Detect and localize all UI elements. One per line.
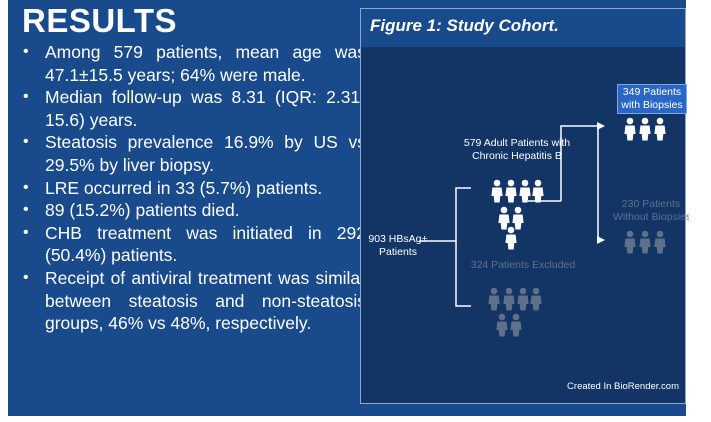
biopsy-patients-label: 349 Patients with Biopsies: [617, 86, 687, 112]
arrow-to-no-biopsies: [597, 236, 605, 244]
bullet-item: LRE occurred in 33 (5.7%) patients.: [12, 177, 366, 200]
figure-title: Figure 1: Study Cohort.: [370, 16, 559, 35]
branch-to-excluded-line: [455, 241, 471, 307]
results-title: RESULTS: [22, 2, 178, 39]
biopsy-patients-caption: with Biopsies: [621, 99, 683, 111]
flow-arrowheads: [597, 122, 605, 244]
cohort-flow-diagram: [419, 117, 666, 337]
bullet-item: Among 579 patients, mean age was 47.1±15…: [12, 41, 366, 86]
study-cohort-figure: Figure 1: Study Cohort.: [360, 8, 689, 404]
adult-patients-count: 579 Adult Patients with: [463, 137, 571, 149]
branch-to-adult-line: [419, 187, 471, 242]
flow-lines: [419, 125, 599, 307]
adult-patients-label: 579 Adult Patients with Chronic Hepatiti…: [447, 137, 587, 163]
no-biopsy-patients-count: 230 Patients: [621, 198, 681, 210]
initial-patients-caption: Patients: [379, 246, 417, 258]
excluded-patients-label: 324 Patients Excluded: [470, 259, 576, 271]
biopsy-patients-badge: [617, 84, 687, 114]
bullet-item: Receipt of antiviral treatment was simil…: [12, 267, 366, 335]
bullet-item: 89 (15.2%) patients died.: [12, 199, 366, 222]
adult-patients-caption: Chronic Hepatitis B: [472, 150, 562, 162]
bullet-item: CHB treatment was initiated in 292 (50.4…: [12, 222, 366, 267]
biopsy-patients-count: 349 Patients: [622, 86, 682, 98]
results-bullet-list: Among 579 patients, mean age was 47.1±15…: [12, 41, 366, 335]
initial-patients-label: 903 HBsAg+ Patients: [353, 233, 443, 259]
bullet-item: Median follow-up was 8.31 (IQR: 2.31-15.…: [12, 86, 366, 131]
adult-patients-icon-group: [491, 179, 544, 250]
split-upper-line: [560, 125, 598, 201]
figure-header: Figure 1: Study Cohort.: [361, 9, 685, 47]
arrow-to-biopsies: [597, 122, 605, 130]
no-biopsy-patients-caption: Without Biopsies: [613, 211, 689, 223]
no-biopsy-patients-label: 230 Patients Without Biopsies: [613, 198, 689, 224]
biopsy-patients-icon-group: [624, 117, 666, 141]
biorender-credit: Created In BioRender.com: [567, 381, 679, 392]
excluded-patients-icon-group: [488, 287, 542, 337]
initial-patients-count: 903 HBsAg+: [368, 233, 428, 245]
no-biopsy-patients-icon-group: [624, 230, 666, 254]
bullet-item: Steatosis prevalence 16.9% by US vs 29.5…: [12, 131, 366, 176]
